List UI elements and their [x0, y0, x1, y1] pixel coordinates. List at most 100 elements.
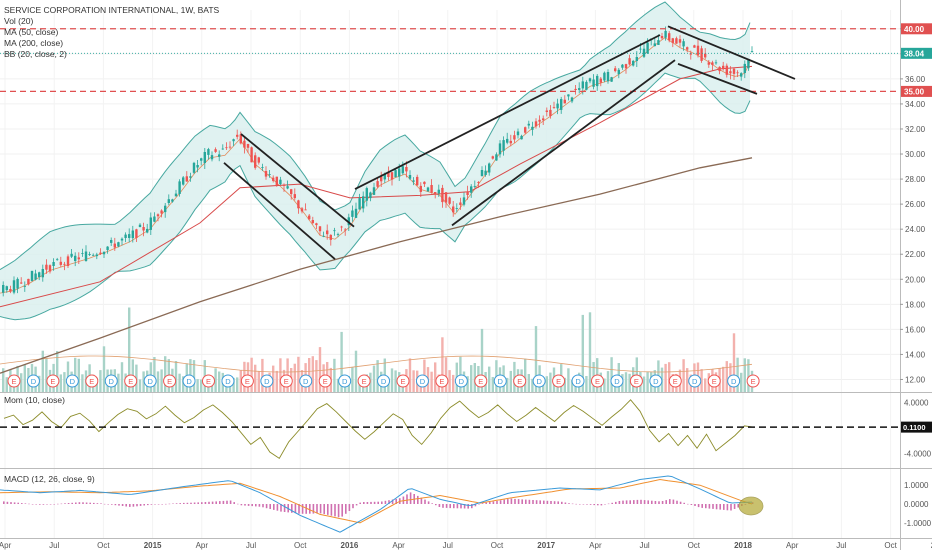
earnings-marker[interactable] [435, 374, 449, 388]
earnings-marker[interactable] [279, 374, 293, 388]
candle-body[interactable] [279, 179, 282, 185]
candle-body[interactable] [117, 242, 120, 247]
earnings-marker[interactable] [513, 374, 527, 388]
candle-body[interactable] [459, 202, 462, 206]
candle-body[interactable] [401, 166, 404, 174]
candle-body[interactable] [344, 229, 347, 231]
candle-body[interactable] [340, 226, 343, 228]
candle-body[interactable] [585, 81, 588, 90]
candle-body[interactable] [491, 156, 494, 159]
candle-body[interactable] [171, 199, 174, 202]
candle-body[interactable] [257, 157, 260, 163]
candle-body[interactable] [254, 155, 257, 168]
candle-body[interactable] [408, 175, 412, 179]
trendline[interactable] [451, 59, 676, 227]
candle-body[interactable] [74, 255, 77, 261]
candle-body[interactable] [347, 217, 350, 226]
candle-body[interactable] [531, 126, 534, 130]
candle-body[interactable] [462, 197, 466, 205]
dividend-marker[interactable] [338, 374, 352, 388]
candle-body[interactable] [653, 43, 656, 47]
candle-body[interactable] [167, 199, 170, 203]
candle-body[interactable] [189, 176, 192, 178]
candle-body[interactable] [290, 189, 293, 195]
candle-body[interactable] [362, 196, 365, 209]
candle-body[interactable] [318, 226, 322, 232]
candle-body[interactable] [682, 41, 685, 47]
dividend-marker[interactable] [415, 374, 429, 388]
macd-label[interactable]: MACD (12, 26, close, 9) [4, 474, 95, 484]
candle-body[interactable] [203, 152, 206, 163]
candle-body[interactable] [743, 63, 746, 73]
candle-body[interactable] [416, 176, 419, 186]
candle-body[interactable] [430, 185, 433, 193]
candle-body[interactable] [131, 230, 134, 239]
candle-body[interactable] [732, 68, 736, 74]
earnings-marker[interactable] [318, 374, 332, 388]
candle-body[interactable] [477, 182, 480, 183]
candle-body[interactable] [570, 97, 574, 102]
candle-body[interactable] [210, 155, 214, 160]
candle-body[interactable] [92, 254, 95, 256]
candle-body[interactable] [599, 78, 602, 83]
candle-body[interactable] [182, 177, 185, 185]
candle-body[interactable] [696, 45, 700, 56]
candle-body[interactable] [556, 103, 559, 109]
candle-body[interactable] [102, 251, 106, 255]
candle-body[interactable] [722, 65, 725, 70]
candle-body[interactable] [261, 167, 264, 168]
candle-body[interactable] [365, 188, 368, 201]
earnings-marker[interactable] [396, 374, 410, 388]
candle-body[interactable] [714, 62, 718, 64]
dividend-marker[interactable] [571, 374, 585, 388]
candle-body[interactable] [239, 134, 242, 144]
candle-body[interactable] [70, 253, 73, 257]
candle-body[interactable] [106, 246, 109, 250]
candle-body[interactable] [678, 39, 682, 43]
candle-body[interactable] [740, 73, 743, 77]
candle-body[interactable] [538, 119, 541, 122]
candle-body[interactable] [473, 186, 476, 187]
earnings-marker[interactable] [46, 374, 60, 388]
trendline[interactable] [223, 162, 336, 260]
candle-body[interactable] [617, 69, 620, 75]
candle-body[interactable] [621, 64, 624, 68]
candle-body[interactable] [552, 107, 556, 108]
candle-body[interactable] [405, 167, 408, 172]
candle-body[interactable] [138, 224, 142, 227]
candle-body[interactable] [27, 278, 30, 285]
candle-body[interactable] [207, 149, 210, 155]
candle-body[interactable] [527, 123, 530, 126]
candle-body[interactable] [563, 99, 566, 104]
earnings-marker[interactable] [163, 374, 177, 388]
candle-body[interactable] [380, 176, 383, 182]
trendline[interactable] [677, 63, 758, 95]
candle-body[interactable] [81, 253, 84, 254]
candle-body[interactable] [437, 189, 440, 194]
candle-body[interactable] [578, 88, 581, 90]
dividend-marker[interactable] [221, 374, 235, 388]
candle-body[interactable] [30, 270, 34, 282]
candle-body[interactable] [322, 235, 325, 237]
candle-body[interactable] [34, 273, 37, 280]
candle-body[interactable] [196, 165, 199, 168]
candle-body[interactable] [455, 208, 458, 209]
candle-body[interactable] [20, 282, 23, 284]
candle-body[interactable] [711, 62, 714, 65]
dividend-marker[interactable] [688, 374, 702, 388]
candle-body[interactable] [423, 181, 426, 185]
candle-body[interactable] [441, 187, 444, 203]
earnings-marker[interactable] [552, 374, 566, 388]
candle-body[interactable] [664, 30, 667, 38]
candle-body[interactable] [452, 206, 455, 213]
candle-body[interactable] [581, 81, 584, 89]
earnings-marker[interactable] [357, 374, 371, 388]
candle-body[interactable] [160, 210, 163, 214]
candle-body[interactable] [646, 42, 649, 54]
candle-body[interactable] [66, 256, 70, 266]
candle-body[interactable] [38, 272, 41, 277]
candle-body[interactable] [218, 154, 221, 157]
candle-body[interactable] [304, 209, 307, 211]
